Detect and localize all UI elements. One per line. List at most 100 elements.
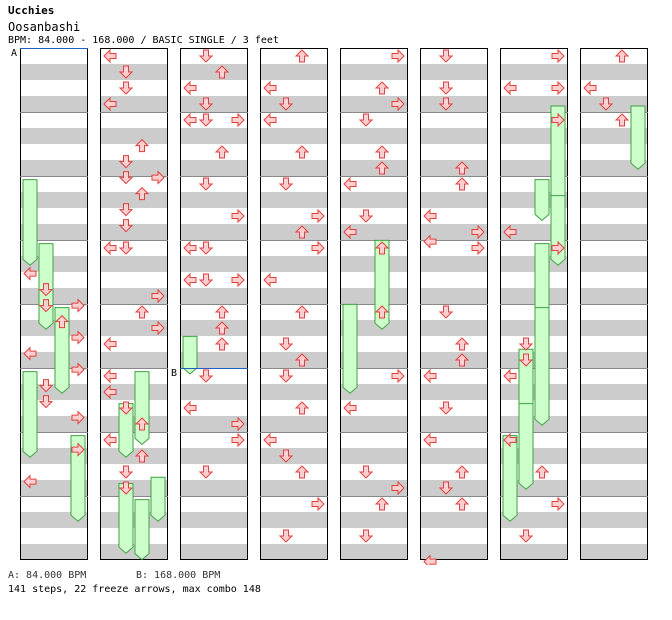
beat-stripe [580, 320, 648, 336]
beat-stripe [580, 160, 648, 176]
beat-stripe [420, 256, 488, 272]
beat-stripe [260, 160, 328, 176]
arrow-up-icon [214, 337, 230, 351]
arrow-right-icon [231, 208, 245, 224]
arrow-right-icon [551, 240, 565, 256]
arrow-left-icon [423, 208, 437, 224]
beat-stripe [500, 512, 568, 528]
beat-stripe [180, 64, 248, 80]
arrow-down-icon [118, 241, 134, 255]
arrow-up-icon [134, 138, 150, 153]
beat-stripe [180, 320, 248, 336]
beat-stripe [100, 416, 168, 432]
beat-stripe [580, 480, 648, 496]
arrow-down-icon [38, 299, 54, 313]
beat-stripe [420, 352, 488, 368]
freeze-arrow [182, 335, 198, 375]
arrow-down-icon [438, 305, 454, 319]
beat-stripe [260, 224, 328, 240]
step-chart: AB [11, 48, 648, 565]
bpm-change-marker: A [11, 48, 88, 59]
beat-stripe [100, 64, 168, 80]
beat-stripe [180, 224, 248, 240]
beat-stripe [340, 480, 408, 496]
arrow-up-icon [294, 465, 310, 479]
arrow-down-icon [278, 529, 294, 543]
freeze-arrow [134, 499, 150, 561]
beat-stripe [100, 512, 168, 528]
arrow-up-icon [134, 305, 150, 319]
arrow-down-icon [518, 337, 534, 351]
arrow-up-icon [214, 305, 230, 319]
freeze-arrow [502, 435, 518, 522]
arrow-down-icon [358, 529, 374, 543]
arrow-left-icon [263, 432, 277, 448]
beat-stripe [100, 544, 168, 560]
beat-stripe [420, 192, 488, 208]
beat-stripe [20, 288, 88, 304]
arrow-left-icon [103, 240, 117, 256]
freeze-arrow [118, 483, 134, 554]
arrow-left-icon [503, 80, 517, 96]
arrow-down-icon [118, 81, 134, 95]
arrow-down-icon [118, 401, 134, 415]
beat-stripe [180, 160, 248, 176]
arrow-left-icon [423, 368, 437, 384]
arrow-right-icon [231, 416, 245, 432]
freeze-arrow [150, 476, 166, 522]
artist-name: Ucchies [8, 4, 55, 17]
bpm-marker-label: B [171, 368, 177, 379]
arrow-right-icon [551, 112, 565, 128]
arrow-down-icon [198, 49, 214, 63]
arrow-right-icon [151, 288, 165, 304]
arrow-up-icon [374, 161, 390, 175]
beat-stripe [260, 256, 328, 272]
beat-stripe [580, 256, 648, 272]
beat-stripe [580, 192, 648, 208]
beat-stripe [20, 512, 88, 528]
beat-stripe [180, 448, 248, 464]
arrow-right-icon [71, 362, 85, 377]
beat-stripe [100, 96, 168, 112]
beat-stripe [260, 128, 328, 144]
arrow-left-icon [343, 176, 357, 192]
arrow-down-icon [198, 273, 214, 287]
arrow-right-icon [551, 48, 565, 64]
beat-stripe [20, 320, 88, 336]
arrow-left-icon [423, 554, 437, 565]
arrow-up-icon [294, 353, 310, 367]
freeze-arrow [518, 403, 534, 490]
arrow-down-icon [278, 369, 294, 383]
beat-stripe [260, 320, 328, 336]
arrow-up-icon [294, 49, 310, 63]
measure-column [180, 48, 248, 560]
arrow-down-icon [118, 219, 134, 233]
beat-stripe [420, 448, 488, 464]
beat-stripe [100, 224, 168, 240]
beat-stripe [500, 352, 568, 368]
arrow-right-icon [391, 368, 405, 384]
arrow-down-icon [278, 449, 294, 463]
beat-stripe [100, 384, 168, 400]
freeze-arrow [22, 371, 38, 458]
arrow-up-icon [374, 81, 390, 95]
beat-stripe [580, 64, 648, 80]
arrow-down-icon [38, 395, 54, 409]
arrow-down-icon [198, 369, 214, 383]
arrow-right-icon [391, 48, 405, 64]
beat-stripe [260, 448, 328, 464]
arrow-up-icon [454, 497, 470, 511]
beat-stripe [340, 128, 408, 144]
bpm-change-marker: B [171, 368, 248, 379]
arrow-up-icon [454, 337, 470, 351]
beat-stripe [180, 288, 248, 304]
arrow-left-icon [23, 266, 37, 281]
freeze-arrow [118, 403, 134, 458]
beat-stripe [100, 288, 168, 304]
arrow-left-icon [103, 432, 117, 448]
bpm-legend-b: B: 168.000 BPM [136, 570, 221, 581]
arrow-up-icon [294, 145, 310, 159]
beat-stripe [420, 128, 488, 144]
arrow-up-icon [374, 145, 390, 159]
bpm-marker-label: A [11, 48, 17, 59]
